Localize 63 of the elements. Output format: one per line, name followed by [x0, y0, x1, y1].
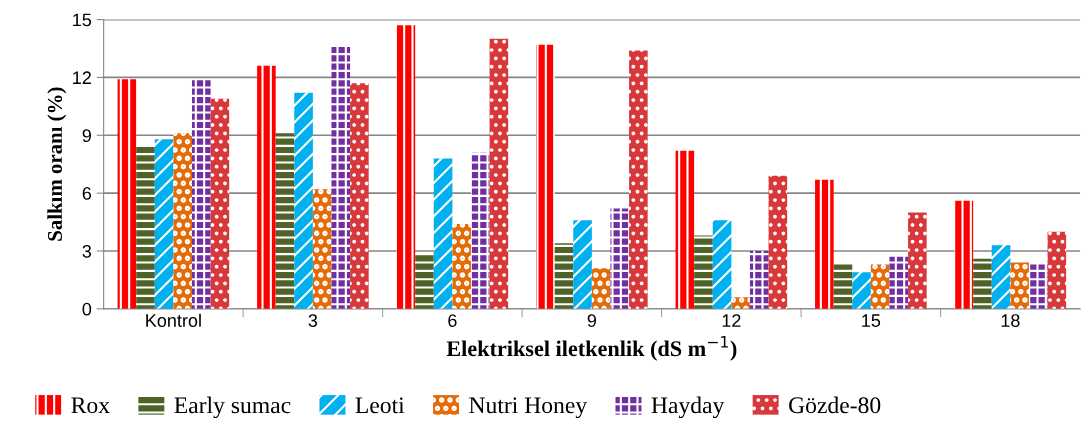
- x-tick-label: 12: [722, 314, 741, 327]
- x-tick-label: 9: [587, 314, 597, 327]
- bar: [331, 46, 351, 309]
- y-tick-label: 6: [82, 187, 92, 200]
- y-tick-label: 15: [73, 13, 92, 27]
- bar: [610, 208, 630, 309]
- bar: [191, 79, 211, 309]
- bar: [712, 220, 732, 309]
- bar: [629, 50, 648, 309]
- bar: [396, 25, 416, 309]
- x-tick-label: 15: [862, 314, 881, 327]
- bar: [415, 254, 434, 309]
- bar: [312, 189, 332, 309]
- legend-label: Early sumac: [174, 396, 291, 419]
- y-tick-label: 9: [82, 129, 91, 143]
- bar: [852, 272, 871, 309]
- bar: [749, 250, 769, 309]
- x-tick-label: 18: [1001, 314, 1020, 327]
- bar: [294, 92, 313, 309]
- y-tick-label: 0: [82, 302, 92, 316]
- x-tick-label: 3: [308, 314, 318, 327]
- bar: [350, 83, 369, 309]
- bar: [554, 243, 574, 309]
- legend-label: Rox: [71, 397, 110, 414]
- bar: [889, 256, 909, 309]
- legend-label: Hayday: [651, 396, 725, 419]
- bar: [452, 224, 471, 309]
- bar: [536, 44, 555, 309]
- bar: [870, 264, 890, 309]
- bar: [815, 179, 834, 309]
- bar: [489, 38, 509, 309]
- legend-label: Gözde-80: [789, 396, 881, 414]
- bar: [210, 98, 230, 309]
- bar: [433, 158, 453, 309]
- bar: [768, 175, 788, 309]
- x-tick-label: 6: [448, 314, 457, 327]
- y-tick-label: 3: [82, 244, 92, 258]
- bar: [154, 139, 174, 309]
- bar: [908, 212, 927, 309]
- y-tick-label: 12: [73, 71, 91, 84]
- bar: [1047, 231, 1067, 309]
- legend-label: Leoti: [355, 397, 405, 414]
- bar: [731, 297, 750, 309]
- x-tick-label: Kontrol: [146, 313, 201, 327]
- bar: [1028, 264, 1048, 309]
- y-axis-title: Salkım oranı (%): [47, 87, 67, 241]
- bar: [591, 268, 611, 309]
- bar: [833, 264, 853, 309]
- bar: [1010, 262, 1029, 309]
- bar: [470, 152, 490, 309]
- bar: [573, 220, 592, 309]
- bar: [954, 200, 974, 309]
- bar: [675, 150, 695, 309]
- bar: [136, 146, 155, 309]
- bar: [275, 133, 295, 309]
- bar: [991, 245, 1011, 309]
- legend-label: Nutri Honey: [469, 397, 588, 419]
- bar: [257, 65, 276, 309]
- bar: [117, 79, 137, 309]
- bar: [173, 133, 192, 309]
- x-axis-title: Elektriksel iletkenlik (dS m$^{−1}$): [446, 336, 737, 361]
- bar: [694, 235, 713, 309]
- bar: [973, 258, 992, 309]
